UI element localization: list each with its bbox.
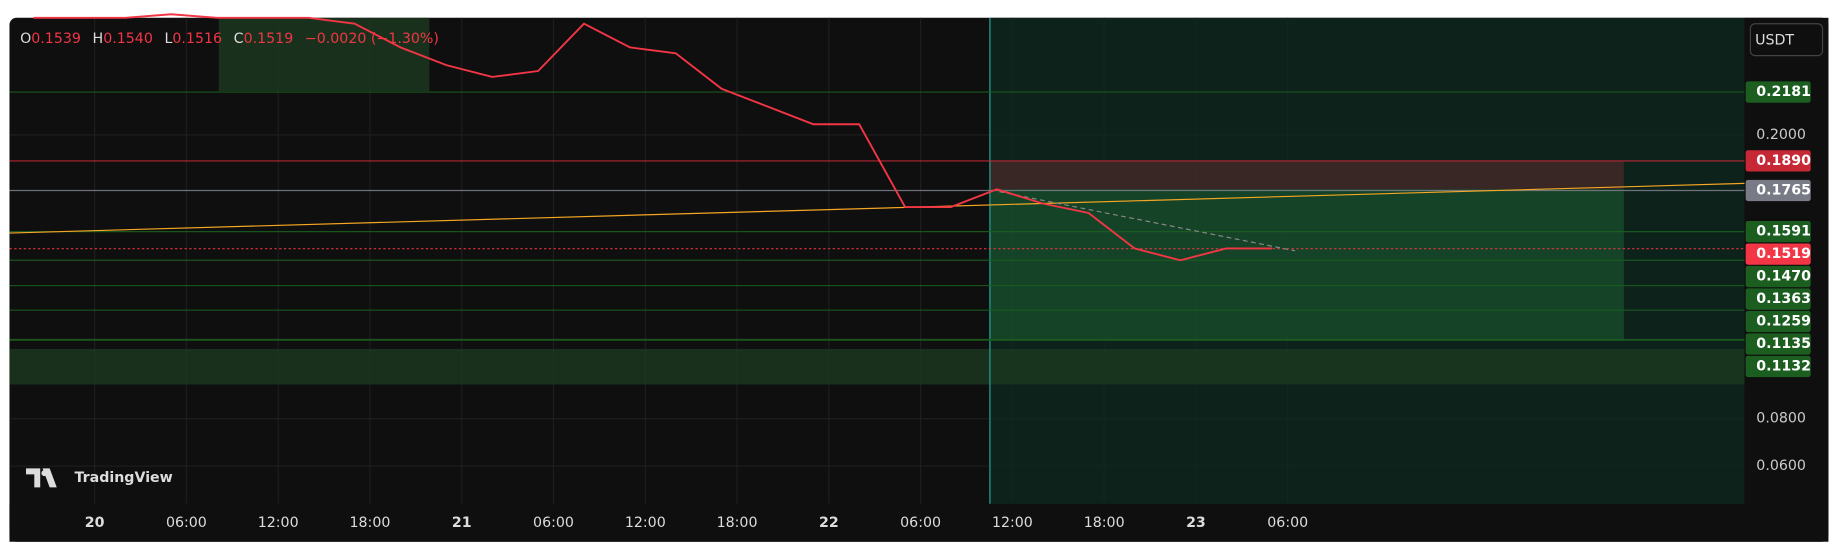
label: H [93,31,104,47]
price-tag [1745,243,1811,265]
label: O [20,31,31,47]
time-label: 06:00 [900,515,941,531]
price-levels [9,91,1745,341]
price-trace [33,13,1273,262]
value: 0.1519 [244,31,294,47]
price-tag [1745,220,1811,243]
price-label: 0.2000 [1756,127,1806,143]
value: 0.1540 [103,31,153,47]
price-tag-text: 0.1519 [1756,246,1811,262]
price-tag [1745,333,1811,355]
price-tag-text: 0.1135 [1756,336,1811,352]
price-tag-text: 0.1132 [1756,358,1811,374]
time-label: 12:00 [258,515,299,531]
price-tag-text: 0.1765 [1756,182,1811,198]
price-tag-text: 0.1890 [1756,153,1811,169]
time-label: 06:00 [166,515,207,531]
zone [9,348,1745,385]
time-label: 18:00 [1084,515,1125,531]
price-tag-text: 0.1259 [1756,314,1811,330]
time-label: 21 [452,515,472,531]
price-tag [1745,150,1811,172]
time-labels: 20 06:00 12:00 18:00 21 06:00 12:00 18:00 22 06:0… [85,515,1308,531]
time-label: 23 [1186,515,1206,531]
price-tag [1745,179,1811,202]
label: C [234,31,244,47]
price-tag-text: 0.2181 [1756,84,1811,100]
ohlc-legend: O0.1539 H0.1540 L0.1516 C0.1519 −0.0020 … [20,31,439,47]
time-label: 12:00 [992,515,1033,531]
price-label: 0.0600 [1756,458,1806,474]
projection-line [999,191,1296,252]
price-tags: 0.2181 0.1890 0.1765 0.1591 0.1519 0.1470 0.13… [1745,81,1811,378]
time-axis [9,503,1745,542]
stop-zone [989,160,1624,190]
target-zone [989,189,1624,341]
price-tag-text: 0.1591 [1756,224,1811,240]
price-tag [1745,288,1811,310]
price-tag [1745,81,1811,103]
price-tag-text: 0.1363 [1756,291,1811,307]
zone [218,17,430,92]
currency: USDT [1755,32,1794,48]
price-tag [1745,265,1811,288]
time-label: 06:00 [1267,515,1308,531]
change: −0.0020 (−1.30%) [305,31,439,47]
time-label: 20 [85,515,105,531]
logo [26,468,57,488]
price-tag [1745,355,1811,378]
trend-line [9,182,1745,234]
label: L [164,31,172,47]
price-label: 0.0800 [1756,411,1806,427]
time-label: 12:00 [625,515,666,531]
price-axis-labels: 0.2000 0.0800 0.0600 [1756,127,1806,474]
price-tag [1745,310,1811,333]
time-label: 18:00 [350,515,391,531]
value: 0.1516 [172,31,222,47]
price-tag-text: 0.1470 [1756,269,1811,285]
currency-button[interactable] [1749,23,1824,57]
time-label: 22 [819,515,839,531]
time-label: 18:00 [717,515,758,531]
value: 0.1539 [31,31,81,47]
time-label: 06:00 [533,515,574,531]
watermark: TradingView [75,470,173,486]
